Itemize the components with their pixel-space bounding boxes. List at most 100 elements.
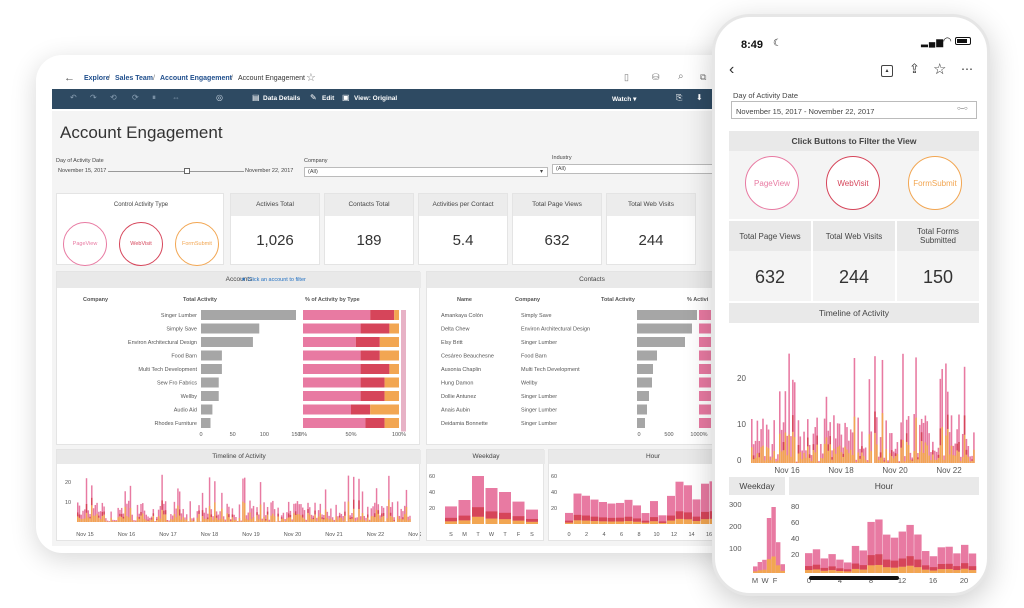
timeline-bar-segment[interactable] bbox=[119, 513, 121, 517]
timeline-bar[interactable] bbox=[126, 503, 128, 522]
timeline-bar-segment[interactable] bbox=[961, 457, 964, 463]
timeline-bar-segment[interactable] bbox=[799, 452, 802, 463]
hour-bar-segment[interactable] bbox=[961, 568, 969, 573]
timeline-bar[interactable] bbox=[885, 420, 887, 463]
timeline-bar[interactable] bbox=[87, 510, 90, 522]
hour-bar[interactable] bbox=[607, 503, 616, 524]
timeline-bar-segment[interactable] bbox=[758, 452, 761, 458]
timeline-bar-segment[interactable] bbox=[166, 521, 169, 522]
timeline-bar-segment[interactable] bbox=[87, 517, 90, 522]
timeline-bar[interactable] bbox=[303, 510, 306, 522]
share-icon[interactable]: ⇪ bbox=[909, 61, 920, 76]
timeline-bar-segment[interactable] bbox=[136, 516, 139, 522]
timeline-bar[interactable] bbox=[326, 511, 329, 522]
timeline-bar[interactable] bbox=[904, 456, 906, 463]
timeline-bar-segment[interactable] bbox=[120, 514, 123, 517]
timeline-bar[interactable] bbox=[892, 451, 895, 463]
timeline-bar-segment[interactable] bbox=[142, 513, 144, 522]
timeline-bar[interactable] bbox=[831, 450, 833, 463]
back-arrow-icon[interactable]: ← bbox=[64, 72, 75, 84]
timeline-bar[interactable] bbox=[244, 477, 246, 522]
timeline-bar-segment[interactable] bbox=[94, 515, 97, 522]
timeline-bar[interactable] bbox=[317, 510, 320, 522]
timeline-bar-segment[interactable] bbox=[84, 518, 86, 522]
timeline-bar-segment[interactable] bbox=[198, 510, 200, 514]
timeline-bar-segment[interactable] bbox=[338, 517, 341, 522]
timeline-bar-segment[interactable] bbox=[836, 447, 839, 463]
timeline-bar[interactable] bbox=[767, 429, 770, 463]
timeline-bar-segment[interactable] bbox=[189, 517, 191, 522]
timeline-bar[interactable] bbox=[265, 515, 267, 522]
timeline-bar-segment[interactable] bbox=[769, 460, 772, 463]
weekday-bar-segment[interactable] bbox=[762, 569, 767, 573]
timeline-bar-segment[interactable] bbox=[784, 432, 787, 463]
timeline-bar-segment[interactable] bbox=[803, 452, 805, 463]
timeline-bar-segment[interactable] bbox=[214, 502, 216, 522]
download-icon[interactable]: ⬇ bbox=[696, 93, 703, 102]
timeline-bar-segment[interactable] bbox=[887, 462, 889, 463]
timeline-bar-segment[interactable] bbox=[85, 503, 88, 513]
timeline-bar-segment[interactable] bbox=[808, 457, 811, 463]
timeline-bar-segment[interactable] bbox=[969, 461, 971, 463]
timeline-bar[interactable] bbox=[354, 517, 357, 522]
activity-type-segment[interactable] bbox=[394, 310, 399, 320]
timeline-bar[interactable] bbox=[958, 414, 960, 463]
timeline-bar-segment[interactable] bbox=[356, 519, 358, 522]
timeline-bar-segment[interactable] bbox=[321, 517, 323, 519]
timeline-bar-segment[interactable] bbox=[382, 513, 385, 516]
timeline-bar-segment[interactable] bbox=[754, 457, 757, 463]
timeline-bar[interactable] bbox=[769, 456, 772, 463]
timeline-bar-segment[interactable] bbox=[293, 513, 295, 522]
total-activity-bar[interactable] bbox=[201, 418, 211, 428]
timeline-bar[interactable] bbox=[124, 491, 126, 522]
timeline-bar-segment[interactable] bbox=[319, 513, 322, 522]
hour-bar-segment[interactable] bbox=[641, 520, 650, 523]
activity-type-segment[interactable] bbox=[384, 377, 399, 388]
timeline-bar[interactable] bbox=[245, 515, 248, 522]
timeline-bar-segment[interactable] bbox=[272, 513, 274, 522]
timeline-bar[interactable] bbox=[754, 440, 757, 463]
timeline-bar-segment[interactable] bbox=[138, 517, 140, 519]
hour-bar-segment[interactable] bbox=[851, 568, 860, 573]
timeline-bar[interactable] bbox=[143, 510, 146, 522]
timeline-bar-segment[interactable] bbox=[965, 454, 968, 463]
timeline-bar-segment[interactable] bbox=[810, 461, 813, 463]
timeline-bar[interactable] bbox=[825, 396, 828, 463]
contact-type-segment[interactable] bbox=[699, 323, 711, 334]
timeline-bar[interactable] bbox=[896, 442, 899, 463]
timeline-bar-segment[interactable] bbox=[932, 454, 934, 463]
timeline-bar-segment[interactable] bbox=[219, 518, 221, 522]
total-activity-bar[interactable] bbox=[201, 404, 213, 415]
timeline-bar-segment[interactable] bbox=[152, 515, 155, 522]
hour-bar-segment[interactable] bbox=[929, 567, 938, 571]
hour-bar-segment[interactable] bbox=[658, 521, 667, 523]
timeline-bar[interactable] bbox=[333, 519, 336, 522]
activity-type-segment[interactable] bbox=[389, 323, 399, 334]
timeline-bar[interactable] bbox=[833, 415, 835, 463]
timeline-bar-segment[interactable] bbox=[831, 459, 833, 463]
hour-bar-segment[interactable] bbox=[968, 566, 977, 571]
timeline-bar[interactable] bbox=[758, 440, 761, 463]
date-slider-handle[interactable] bbox=[184, 168, 190, 174]
timeline-bar-segment[interactable] bbox=[294, 515, 297, 522]
timeline-bar-segment[interactable] bbox=[403, 514, 406, 522]
search-icon[interactable]: ⌕ bbox=[678, 71, 684, 82]
timeline-bar-segment[interactable] bbox=[807, 437, 809, 447]
timeline-bar-segment[interactable] bbox=[751, 447, 753, 463]
timeline-bar-segment[interactable] bbox=[762, 445, 764, 463]
timeline-bar-segment[interactable] bbox=[386, 518, 388, 522]
timeline-bar[interactable] bbox=[960, 456, 962, 463]
hour-bar-segment[interactable] bbox=[859, 569, 867, 573]
timeline-bar[interactable] bbox=[340, 513, 343, 522]
timeline-bar-segment[interactable] bbox=[103, 514, 105, 522]
timeline-bar-segment[interactable] bbox=[149, 520, 151, 522]
timeline-bar[interactable] bbox=[396, 501, 399, 522]
timeline-bar-segment[interactable] bbox=[775, 461, 777, 463]
total-activity-bar[interactable] bbox=[201, 337, 253, 347]
timeline-bar-segment[interactable] bbox=[85, 512, 88, 522]
hour-bar-segment[interactable] bbox=[633, 521, 641, 524]
hour-bar-segment[interactable] bbox=[624, 516, 633, 522]
timeline-bar-segment[interactable] bbox=[808, 454, 811, 458]
timeline-bar-segment[interactable] bbox=[764, 460, 766, 463]
hour-bar-segment[interactable] bbox=[922, 569, 930, 573]
